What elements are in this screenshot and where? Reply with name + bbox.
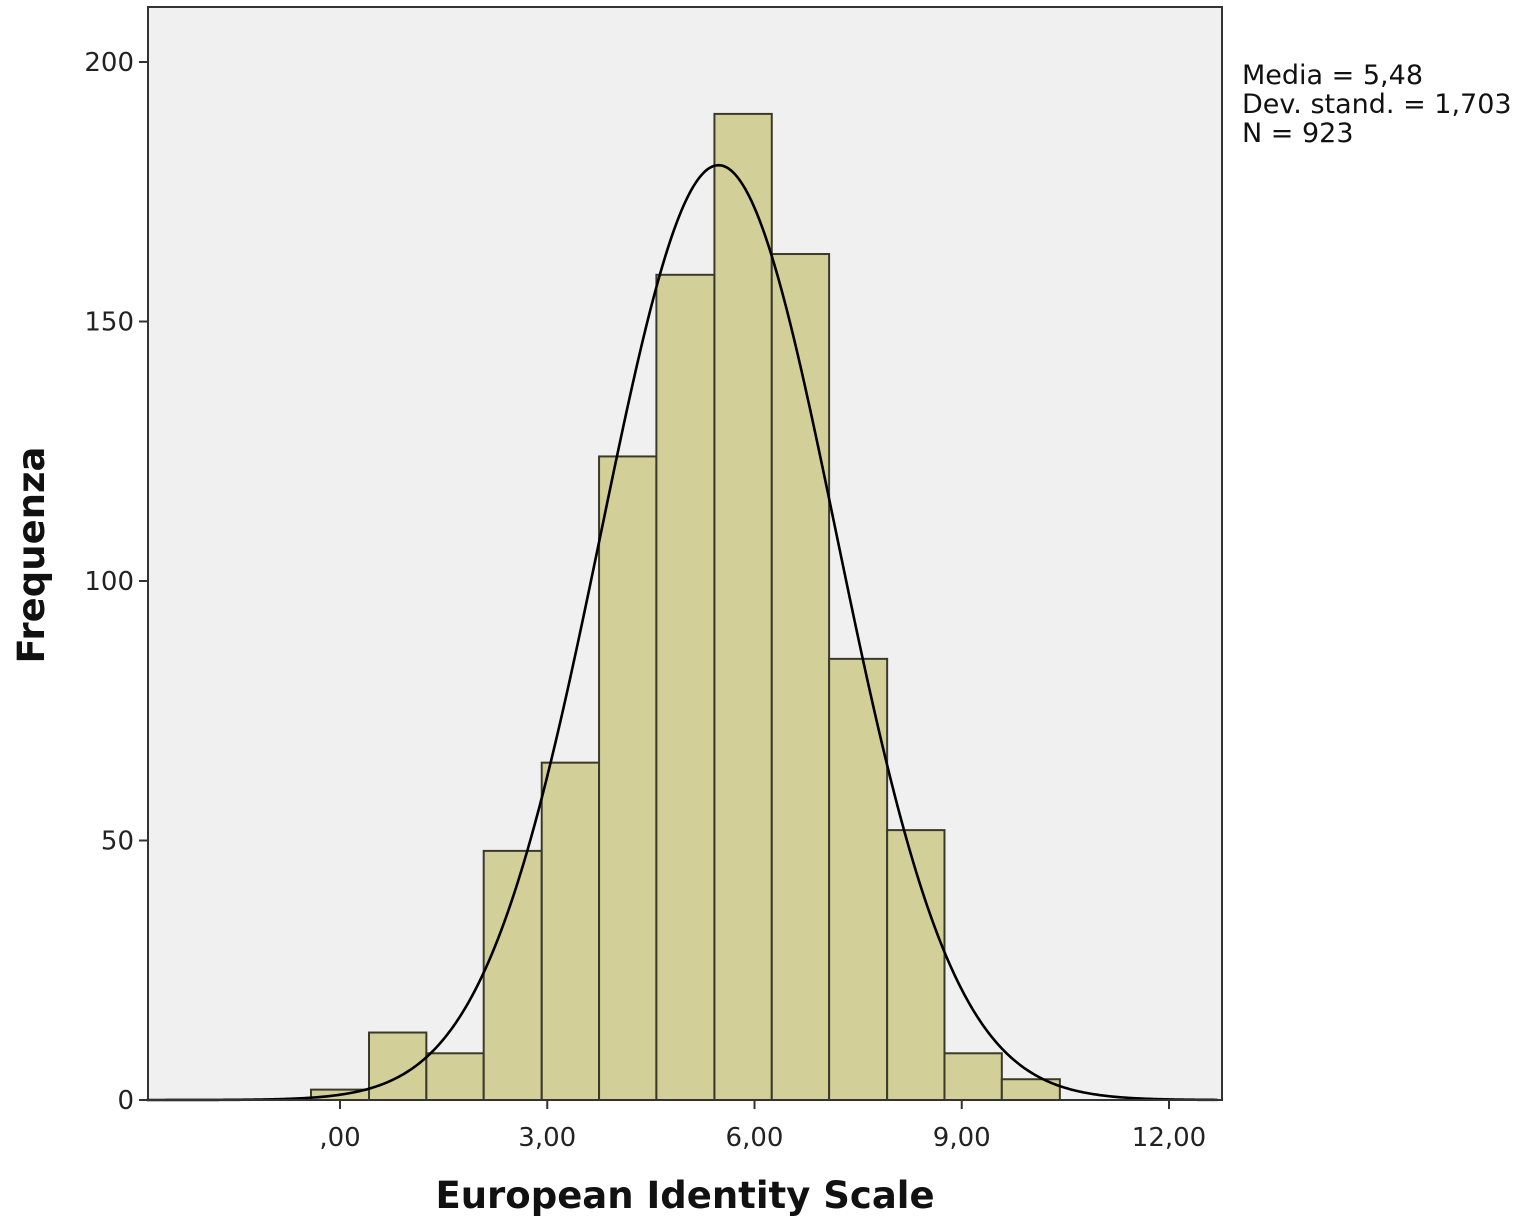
histogram-bar <box>368 1031 428 1102</box>
normal-curve <box>146 163 1218 1102</box>
stats-std-dev: Dev. stand. = 1,703 <box>1242 89 1512 120</box>
histogram-bar <box>943 1052 1003 1102</box>
stats-n: N = 923 <box>1242 118 1354 149</box>
y-tick-label: 200 <box>84 48 134 78</box>
y-axis: 0 50 100 150 200 <box>84 7 149 1116</box>
y-tick-label: 50 <box>101 827 134 857</box>
x-tick-label: ,00 <box>319 1123 360 1153</box>
x-tick-label: 3,00 <box>518 1123 576 1153</box>
histogram-bar <box>713 112 773 1101</box>
histogram-bar <box>598 455 658 1101</box>
y-tick-label: 0 <box>117 1086 134 1116</box>
histogram-bars <box>309 112 1061 1102</box>
statistics-box: Media = 5,48 Dev. stand. = 1,703 N = 923 <box>1242 60 1512 149</box>
histogram-bar <box>655 273 716 1102</box>
y-tick-label: 100 <box>84 567 134 597</box>
x-tick-label: 6,00 <box>726 1123 784 1153</box>
histogram-bar <box>482 849 543 1101</box>
stats-mean: Media = 5,48 <box>1242 60 1423 91</box>
histogram-bar <box>540 761 601 1102</box>
x-tick-label: 12,00 <box>1132 1123 1206 1153</box>
y-tick-label: 150 <box>84 308 134 338</box>
histogram-bar <box>425 1052 485 1102</box>
x-axis-title: European Identity Scale <box>435 1174 934 1217</box>
x-axis: ,00 3,00 6,00 9,00 12,00 <box>148 1099 1222 1153</box>
histogram-bar <box>770 253 831 1101</box>
x-tick-label: 9,00 <box>933 1123 991 1153</box>
y-axis-title: Frequenza <box>10 446 53 663</box>
